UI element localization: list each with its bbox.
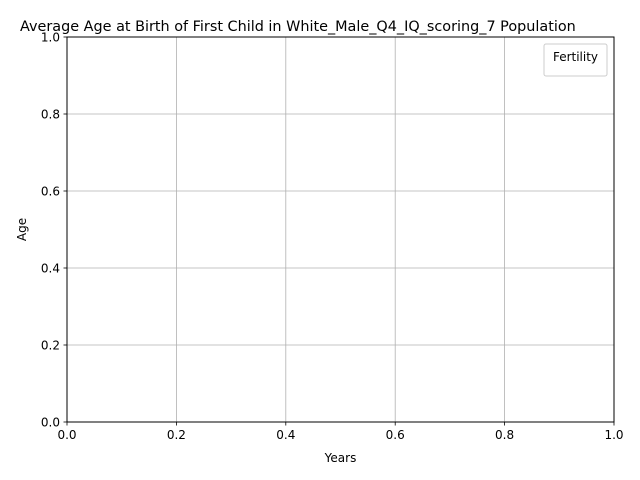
y-axis-ticks: 0.0 0.2 0.4 0.6 0.8 1.0 (41, 30, 67, 429)
y-tick-label: 0.8 (41, 107, 60, 121)
chart-title: Average Age at Birth of First Child in W… (20, 19, 576, 35)
x-tick-label: 0.8 (495, 428, 514, 442)
x-tick-label: 0.6 (386, 428, 405, 442)
y-tick-label: 0.0 (41, 415, 60, 429)
legend-box (543, 43, 608, 77)
legend: Fertility (543, 43, 608, 77)
y-tick-label: 0.2 (41, 338, 60, 352)
x-tick-label: 1.0 (604, 428, 623, 442)
y-tick-label: 1.0 (41, 30, 60, 44)
x-tick-label: 0.0 (57, 428, 76, 442)
grid (66, 36, 615, 423)
legend-title: Fertility (553, 50, 598, 64)
x-axis-label: Years (324, 451, 357, 465)
y-tick-label: 0.4 (41, 261, 60, 275)
x-tick-label: 0.2 (167, 428, 186, 442)
plot-area-frame (66, 36, 615, 423)
x-tick-label: 0.4 (276, 428, 295, 442)
y-axis-label: Age (15, 218, 29, 241)
y-tick-label: 0.6 (41, 184, 60, 198)
x-axis-ticks: 0.0 0.2 0.4 0.6 0.8 1.0 (57, 422, 624, 442)
